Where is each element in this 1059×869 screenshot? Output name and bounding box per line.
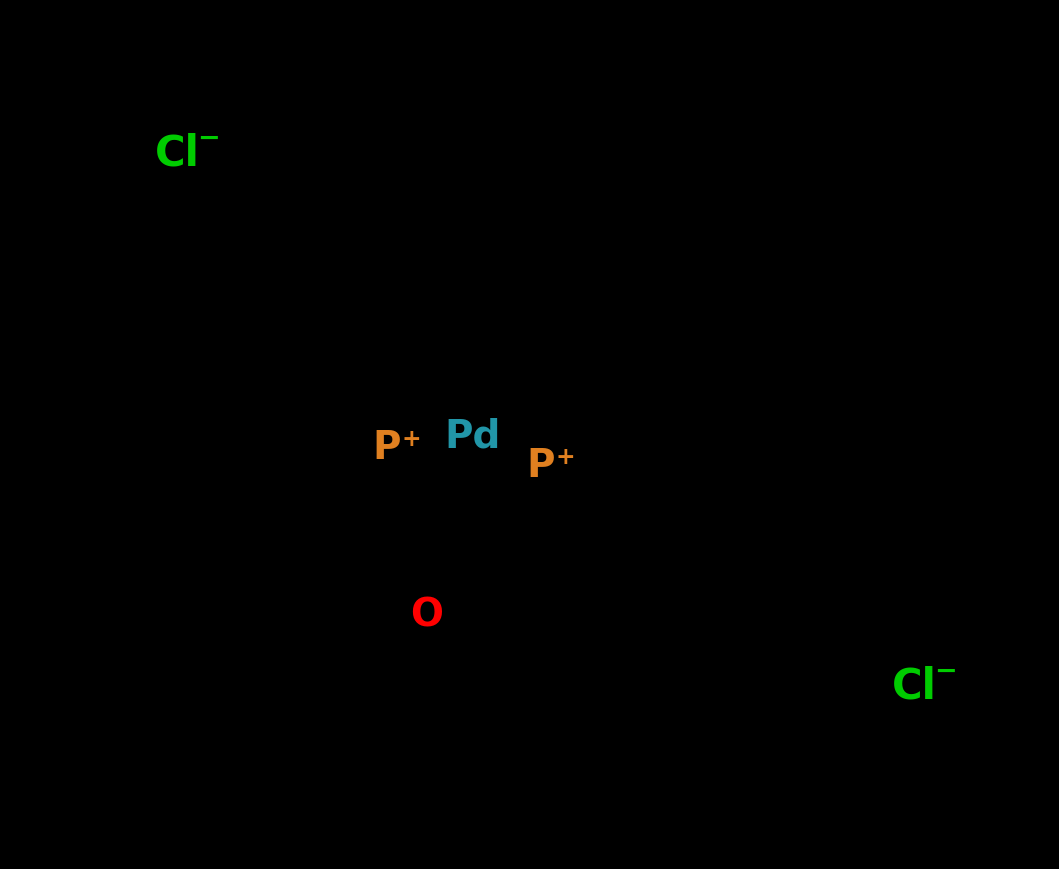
Text: −: − bbox=[934, 659, 957, 684]
Text: P: P bbox=[526, 447, 555, 485]
Text: +: + bbox=[555, 446, 575, 468]
Text: +: + bbox=[401, 428, 421, 450]
Text: O: O bbox=[410, 596, 443, 634]
Text: −: − bbox=[197, 126, 220, 152]
Text: Cl: Cl bbox=[155, 132, 199, 175]
Text: Cl: Cl bbox=[892, 665, 936, 707]
Text: P: P bbox=[373, 428, 401, 467]
Text: Pd: Pd bbox=[445, 416, 501, 454]
